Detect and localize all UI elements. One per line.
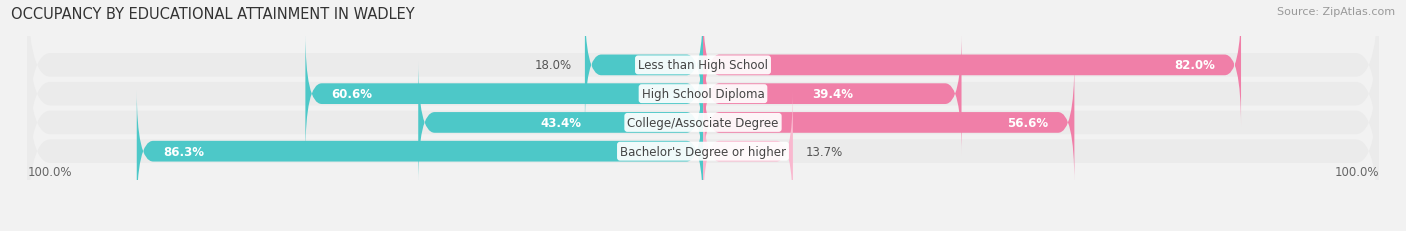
FancyBboxPatch shape [703,33,962,155]
Text: 56.6%: 56.6% [1007,116,1047,129]
FancyBboxPatch shape [703,62,1074,184]
Text: 82.0%: 82.0% [1174,59,1215,72]
FancyBboxPatch shape [27,63,1379,231]
FancyBboxPatch shape [703,4,1241,127]
Text: 100.0%: 100.0% [1334,166,1379,179]
FancyBboxPatch shape [27,6,1379,183]
Text: 43.4%: 43.4% [540,116,581,129]
Text: 13.7%: 13.7% [806,145,844,158]
Text: College/Associate Degree: College/Associate Degree [627,116,779,129]
FancyBboxPatch shape [418,62,703,184]
Text: High School Diploma: High School Diploma [641,88,765,101]
FancyBboxPatch shape [585,4,703,127]
FancyBboxPatch shape [305,33,703,155]
FancyBboxPatch shape [703,90,793,213]
Text: 60.6%: 60.6% [332,88,373,101]
Text: Source: ZipAtlas.com: Source: ZipAtlas.com [1277,7,1395,17]
Text: 100.0%: 100.0% [27,166,72,179]
Text: 18.0%: 18.0% [534,59,572,72]
FancyBboxPatch shape [27,34,1379,211]
Text: 86.3%: 86.3% [163,145,204,158]
FancyBboxPatch shape [136,90,703,213]
Text: Less than High School: Less than High School [638,59,768,72]
FancyBboxPatch shape [27,0,1379,154]
Text: Bachelor's Degree or higher: Bachelor's Degree or higher [620,145,786,158]
Text: 39.4%: 39.4% [811,88,853,101]
Text: OCCUPANCY BY EDUCATIONAL ATTAINMENT IN WADLEY: OCCUPANCY BY EDUCATIONAL ATTAINMENT IN W… [11,7,415,22]
